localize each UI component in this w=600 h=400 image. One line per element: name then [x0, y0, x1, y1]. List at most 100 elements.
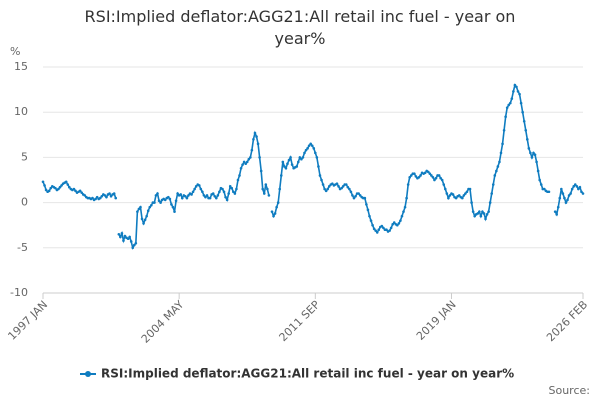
data-point: [119, 235, 122, 239]
data-point: [256, 142, 260, 146]
data-point: [577, 187, 580, 191]
data-point: [558, 196, 562, 200]
data-point: [72, 187, 76, 191]
data-point: [307, 144, 311, 147]
data-point: [365, 203, 368, 206]
data-point: [405, 196, 408, 200]
data-point: [532, 151, 535, 155]
data-point: [295, 165, 299, 168]
data-point: [470, 201, 473, 204]
data-point: [199, 187, 203, 191]
data-point: [413, 172, 416, 175]
data-point: [556, 205, 560, 209]
data-point: [105, 195, 108, 199]
data-point: [433, 178, 436, 182]
data-point: [159, 201, 162, 204]
data-point: [499, 151, 503, 155]
data-point: [236, 178, 240, 182]
data-point: [524, 128, 528, 132]
data-point: [233, 192, 237, 195]
data-point: [117, 232, 121, 236]
data-point: [185, 196, 189, 200]
y-tick-label: 0: [21, 196, 28, 209]
source: Source:: [549, 384, 591, 397]
data-point: [197, 184, 201, 187]
data-point: [145, 214, 148, 218]
data-point: [298, 156, 302, 159]
data-point: [321, 183, 325, 186]
data-point: [464, 192, 467, 195]
data-point: [227, 192, 230, 195]
data-point: [80, 191, 83, 194]
data-point: [173, 210, 176, 213]
data-point: [502, 128, 506, 132]
data-point: [465, 190, 469, 194]
legend-marker: [85, 371, 91, 377]
data-point: [232, 190, 235, 194]
data-point: [156, 192, 159, 195]
data-point: [397, 222, 401, 225]
data-point: [573, 183, 577, 186]
data-point: [54, 186, 57, 190]
data-point: [553, 210, 557, 213]
data-point: [314, 151, 317, 155]
data-point: [348, 187, 351, 191]
x-tick-label: 2026 FEB: [544, 298, 590, 344]
data-point: [536, 169, 540, 173]
data-point: [391, 222, 394, 226]
data-point: [289, 156, 292, 159]
data-point: [507, 103, 511, 107]
data-point: [278, 187, 282, 191]
data-point: [493, 174, 497, 177]
data-point: [250, 148, 254, 152]
data-point: [224, 195, 227, 199]
data-point: [399, 219, 402, 222]
data-point: [191, 190, 195, 194]
data-point: [190, 193, 193, 196]
data-point: [315, 156, 319, 159]
data-point: [578, 185, 582, 189]
data-point: [495, 169, 498, 173]
data-point: [247, 157, 251, 161]
data-point: [95, 195, 99, 199]
data-point: [346, 185, 350, 189]
data-point: [184, 194, 187, 198]
data-point: [273, 212, 277, 215]
data-point: [570, 187, 574, 191]
data-point: [297, 160, 300, 164]
data-point: [555, 213, 558, 216]
data-point: [128, 235, 131, 239]
data-point: [320, 178, 323, 182]
data-point: [204, 195, 207, 199]
data-point: [41, 180, 45, 184]
data-point: [501, 142, 504, 146]
data-point: [354, 194, 357, 198]
data-point: [566, 198, 569, 202]
data-point: [58, 185, 62, 189]
data-point: [471, 210, 475, 213]
data-point: [533, 153, 537, 156]
data-point: [567, 194, 571, 197]
data-point: [154, 194, 158, 197]
data-point: [91, 196, 94, 200]
data-point: [341, 185, 345, 188]
data-point: [408, 175, 412, 179]
data-point: [344, 183, 348, 186]
data-point: [402, 210, 405, 213]
data-point: [157, 199, 161, 203]
data-point: [47, 189, 51, 193]
data-point: [485, 213, 489, 216]
data-point: [112, 192, 116, 195]
data-point: [331, 182, 334, 185]
data-point: [168, 197, 172, 201]
data-point: [174, 199, 178, 203]
data-point: [382, 226, 385, 230]
data-point: [134, 241, 138, 245]
data-point: [337, 185, 340, 188]
data-point: [512, 90, 515, 93]
data-point: [170, 203, 173, 206]
data-point: [481, 210, 484, 213]
data-point: [221, 187, 224, 191]
data-point: [266, 187, 269, 191]
